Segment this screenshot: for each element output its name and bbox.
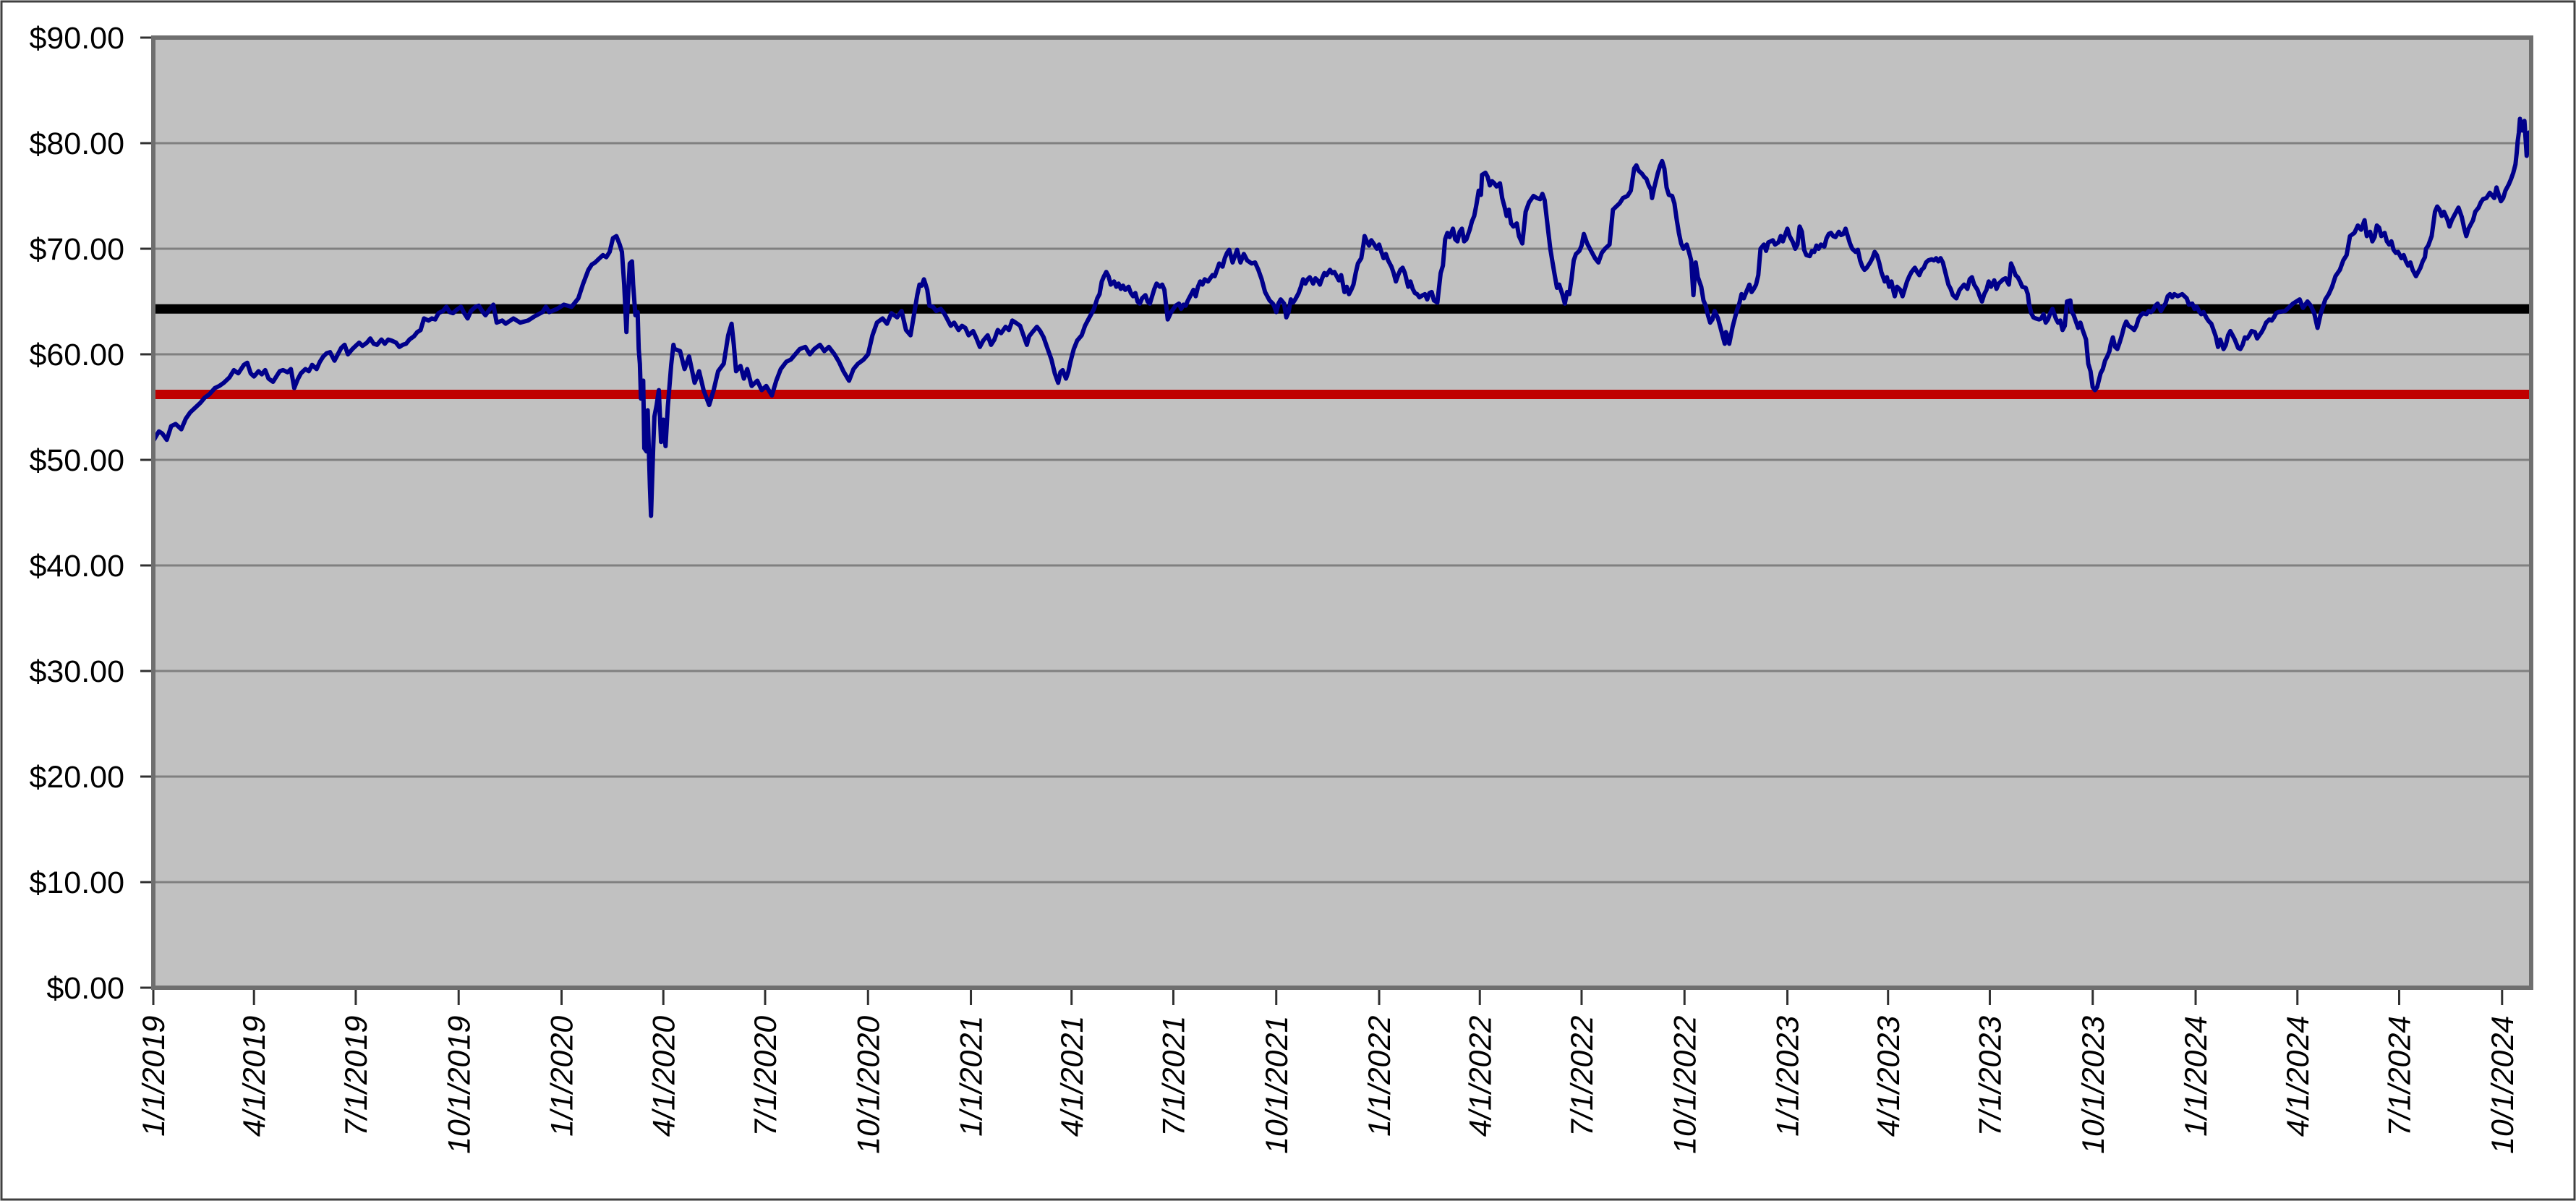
x-tick-label: 10/1/2022	[1668, 1012, 1703, 1157]
x-tick-label: 10/1/2021	[1260, 1012, 1295, 1157]
y-tick-label: $70.00	[29, 232, 124, 267]
x-tick-label: 1/1/2021	[955, 1012, 989, 1140]
x-tick-label: 10/1/2023	[2076, 1012, 2111, 1157]
y-tick-label: $30.00	[29, 654, 124, 689]
y-tick-label: $90.00	[29, 21, 124, 56]
x-axis-ticks	[152, 990, 2504, 1005]
x-tick-label: 4/1/2022	[1464, 1012, 1498, 1140]
x-tick-label: 7/1/2020	[749, 1012, 783, 1140]
x-tick-label: 7/1/2024	[2383, 1012, 2418, 1140]
y-tick-label: $0.00	[46, 971, 124, 1006]
x-tick-label: 4/1/2024	[2281, 1012, 2316, 1140]
x-axis-labels: 1/1/2019 4/1/2019 7/1/2019 10/1/2019 1/1/202…	[137, 1012, 2520, 1157]
y-tick-label: $20.00	[29, 760, 124, 795]
x-tick-label: 7/1/2023	[1974, 1012, 2008, 1140]
y-axis-labels: $0.00 $10.00 $20.00 $30.00 $40.00 $50.00 $60.0…	[29, 21, 124, 1006]
x-tick-label: 4/1/2020	[647, 1012, 682, 1140]
price-line-series	[151, 116, 2533, 518]
x-tick-label: 1/1/2023	[1771, 1012, 1806, 1140]
plot-area	[153, 38, 2531, 988]
y-tick-label: $40.00	[29, 549, 124, 584]
x-tick-label: 4/1/2019	[238, 1012, 273, 1140]
x-tick-label: 1/1/2019	[137, 1012, 171, 1140]
x-tick-label: 7/1/2019	[339, 1012, 374, 1140]
y-tick-label: $80.00	[29, 127, 124, 161]
y-tick-label: $50.00	[29, 443, 124, 478]
x-tick-label: 4/1/2023	[1872, 1012, 1906, 1140]
x-tick-label: 7/1/2021	[1157, 1012, 1192, 1140]
plot-frame	[151, 35, 2533, 990]
price-line	[151, 116, 2533, 518]
x-tick-label: 7/1/2022	[1565, 1012, 1600, 1140]
x-tick-label: 4/1/2021	[1055, 1012, 1090, 1140]
y-tick-label: $60.00	[29, 338, 124, 372]
gridlines	[153, 142, 2531, 884]
x-tick-label: 10/1/2024	[2486, 1012, 2520, 1157]
x-tick-label: 10/1/2020	[852, 1012, 887, 1157]
y-tick-label: $10.00	[29, 866, 124, 900]
x-tick-label: 10/1/2019	[443, 1012, 477, 1157]
x-tick-label: 1/1/2020	[545, 1012, 580, 1140]
x-tick-label: 1/1/2024	[2179, 1012, 2214, 1140]
x-tick-label: 1/1/2022	[1362, 1012, 1397, 1140]
